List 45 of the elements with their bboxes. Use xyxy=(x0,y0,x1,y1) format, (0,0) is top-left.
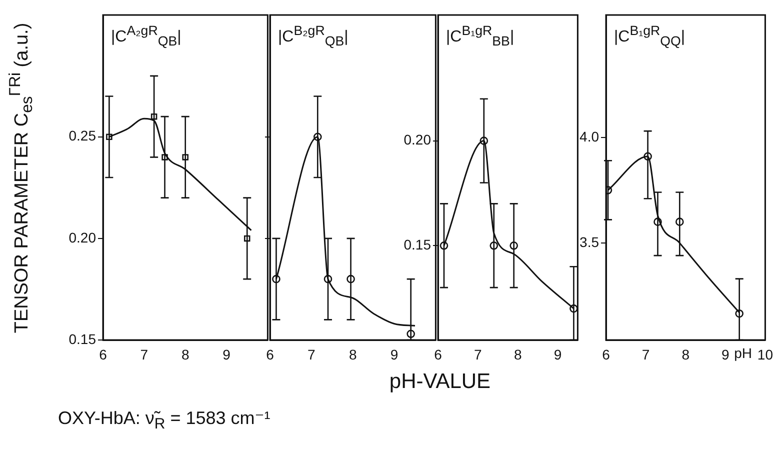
point xyxy=(440,241,448,250)
x-tick-label: 6 xyxy=(434,346,442,362)
x-tick-label: 9 xyxy=(722,346,730,362)
point xyxy=(244,235,250,242)
text: pH xyxy=(734,345,752,361)
y-tick-label: 4.0 xyxy=(580,128,600,144)
x-tick-label: 7 xyxy=(140,346,148,362)
point xyxy=(150,113,158,120)
point xyxy=(106,134,112,140)
point xyxy=(182,154,188,160)
point xyxy=(644,152,652,161)
text: OXY-HbA: ν̃$_{R}$ = 1583 cm⁻¹ xyxy=(58,408,270,433)
x-tick-label: 8 xyxy=(348,346,357,362)
point xyxy=(654,218,662,226)
y-tick-label: 0.25 xyxy=(68,128,96,144)
x-tick-label: 7 xyxy=(642,346,650,362)
point xyxy=(480,136,488,145)
y-tick-label: 0.15 xyxy=(68,330,96,347)
x-tick-label: 10 xyxy=(757,346,774,362)
text: |C$^{A₂gR}$$_{QB}$| xyxy=(111,23,182,49)
x-tick-label: 9 xyxy=(222,346,231,362)
x-tick-label: 7 xyxy=(474,346,482,362)
point xyxy=(490,241,498,250)
x-tick-label: 8 xyxy=(682,346,690,362)
point xyxy=(735,309,744,318)
x-tick-label: 6 xyxy=(99,346,108,362)
x-tick-label: 8 xyxy=(181,346,190,362)
point xyxy=(510,241,518,250)
x-tick-label: 9 xyxy=(390,346,398,362)
y-tick-label: 3.5 xyxy=(580,234,600,250)
x-tick-label: 8 xyxy=(514,346,522,362)
point xyxy=(162,154,168,160)
text: |C$^{B₁gR}$$_{QQ}$| xyxy=(614,23,686,49)
y-tick-label: 0.15 xyxy=(404,236,432,253)
x-axis-title: pH-VALUE xyxy=(389,370,491,394)
y-tick-label: 0.20 xyxy=(68,229,96,246)
y-tick-label: 0.20 xyxy=(404,132,432,148)
text: |C$^{B₁gR}$$_{BB}$| xyxy=(446,23,514,49)
x-tick-label: 9 xyxy=(554,346,562,362)
point xyxy=(675,218,684,226)
x-tick-label: 6 xyxy=(602,346,610,362)
point xyxy=(570,304,578,313)
text: |C$^{B₂gR}$$_{QB}$| xyxy=(278,23,348,49)
x-tick-label: 7 xyxy=(308,346,316,362)
x-tick-label: 6 xyxy=(266,346,274,362)
